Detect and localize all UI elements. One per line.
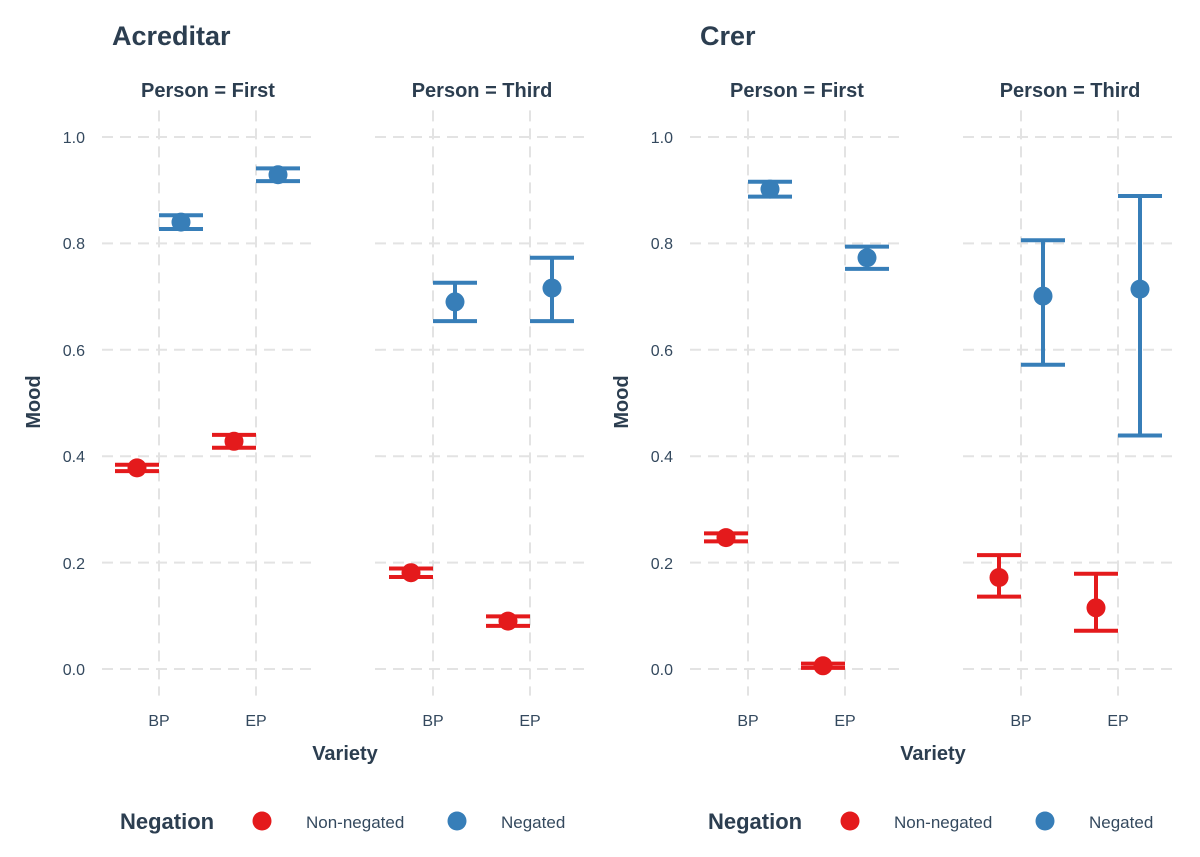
y-tick-labels: 0.0 0.2 0.4 0.6 0.8 1.0: [651, 130, 673, 679]
y-tick-label: 0.8: [651, 236, 673, 253]
data-point: [445, 292, 465, 312]
y-tick-label: 0.2: [63, 556, 85, 573]
plot-area: [690, 110, 1178, 696]
chart-acreditar: Acreditar Mood Variety 0.0 0.2 0.4 0.6 0…: [23, 21, 590, 765]
x-tick-label: BP: [737, 713, 758, 730]
x-tick-label: BP: [148, 713, 169, 730]
data-point: [127, 458, 147, 478]
legend-key-non-negated: [252, 811, 272, 831]
x-tick-label: EP: [519, 713, 540, 730]
y-tick-label: 1.0: [63, 130, 85, 147]
chart-title: Acreditar: [112, 21, 231, 51]
legend-left: Negation Non-negated Negated: [120, 809, 565, 834]
data-point: [401, 563, 421, 583]
facet-first: Person = First BP EP: [141, 80, 275, 730]
data-point: [1130, 279, 1150, 299]
y-tick-label: 0.6: [651, 343, 673, 360]
legend-key-negated: [447, 811, 467, 831]
data-point: [224, 431, 244, 451]
x-tick-label: EP: [834, 713, 855, 730]
data-point: [171, 212, 191, 232]
facet-label: Person = First: [141, 80, 275, 102]
x-tick-label: EP: [1107, 713, 1128, 730]
y-tick-label: 0.0: [651, 662, 673, 679]
facet-label: Person = Third: [1000, 80, 1141, 102]
data-point: [813, 656, 833, 676]
facet-third: Person = Third BP EP: [1000, 80, 1141, 730]
data-point: [1086, 598, 1106, 618]
legend-label: Non-negated: [306, 813, 404, 832]
facet-panel: [963, 110, 1178, 696]
y-tick-label: 0.4: [651, 449, 673, 466]
facet-label: Person = First: [730, 80, 864, 102]
data-point: [498, 611, 518, 631]
legend-title: Negation: [120, 809, 214, 834]
x-axis-label: Variety: [312, 743, 378, 765]
facet-label: Person = Third: [412, 80, 553, 102]
facet-third: Person = Third BP EP: [412, 80, 553, 730]
legend-key-negated: [1035, 811, 1055, 831]
y-axis-label: Mood: [23, 375, 45, 428]
x-tick-label: BP: [1010, 713, 1031, 730]
facet-first: Person = First BP EP: [730, 80, 864, 730]
data-point: [760, 179, 780, 199]
y-tick-label: 0.6: [63, 343, 85, 360]
data-point: [1033, 286, 1053, 306]
y-tick-label: 0.0: [63, 662, 85, 679]
chart-title: Crer: [700, 21, 756, 51]
y-tick-labels: 0.0 0.2 0.4 0.6 0.8 1.0: [63, 130, 85, 679]
legend-label: Negated: [1089, 813, 1153, 832]
data-point: [268, 165, 288, 185]
plot-area: [102, 110, 590, 696]
x-axis-label: Variety: [900, 743, 966, 765]
facet-panel: [690, 110, 903, 696]
x-tick-label: BP: [422, 713, 443, 730]
facet-panel: [102, 110, 315, 696]
legend-right: Negation Non-negated Negated: [708, 809, 1153, 834]
facet-panel: [375, 110, 590, 696]
data-point: [716, 528, 736, 548]
y-tick-label: 1.0: [651, 130, 673, 147]
data-point: [989, 567, 1009, 587]
y-tick-label: 0.4: [63, 449, 85, 466]
data-point: [857, 248, 877, 268]
x-tick-label: EP: [245, 713, 266, 730]
error-bar: [1118, 194, 1162, 438]
legend-label: Negated: [501, 813, 565, 832]
y-axis-label: Mood: [611, 375, 633, 428]
y-tick-label: 0.8: [63, 236, 85, 253]
legend-label: Non-negated: [894, 813, 992, 832]
legend-title: Negation: [708, 809, 802, 834]
legend-key-non-negated: [840, 811, 860, 831]
data-point: [542, 278, 562, 298]
chart-crer: Crer Mood Variety 0.0 0.2 0.4 0.6 0.8 1.…: [611, 21, 1178, 765]
y-tick-label: 0.2: [651, 556, 673, 573]
